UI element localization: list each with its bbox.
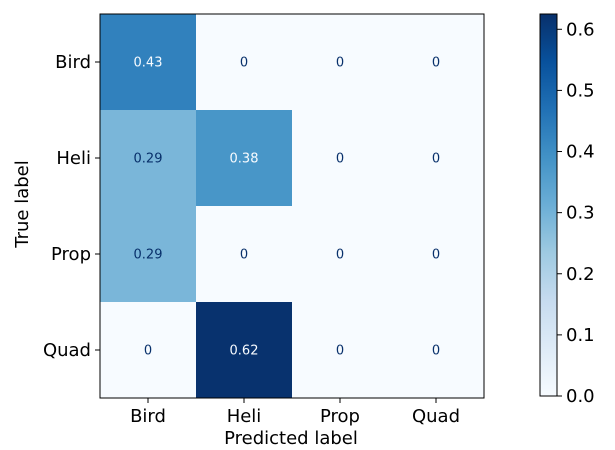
x-axis-title: Predicted label [224, 428, 358, 449]
cell-value-label: 0.38 [230, 152, 259, 167]
y-tick-label: Bird [55, 52, 91, 73]
colorbar-tick-label: 0.6 [566, 19, 595, 40]
matrix-cell [100, 110, 196, 206]
matrix-cell [100, 302, 196, 398]
y-tick-label: Quad [43, 340, 91, 361]
cell-value-label: 0 [432, 152, 440, 167]
matrix-cell [196, 14, 292, 110]
matrix-cell [100, 14, 196, 110]
cell-value-label: 0 [432, 248, 440, 263]
matrix-cell [388, 14, 484, 110]
x-tick-label: Bird [130, 406, 166, 427]
cell-value-label: 0 [432, 344, 440, 359]
matrix-cell [388, 302, 484, 398]
cell-annotations: 0.43 0 0 0 0.29 0.38 0 0 0.29 0 0 0 0 0.62 0 0 [134, 56, 441, 359]
y-tick-label: Prop [51, 244, 91, 265]
cell-value-label: 0.62 [230, 344, 259, 359]
cell-value-label: 0 [336, 344, 344, 359]
colorbar-tick-label: 0.3 [566, 203, 595, 224]
matrix-cell [292, 206, 388, 302]
matrix-cell [100, 206, 196, 302]
matrix-cell [388, 110, 484, 206]
colorbar-gradient [539, 13, 558, 397]
colorbar-tick-label: 0.4 [566, 142, 595, 163]
cell-value-label: 0.29 [134, 248, 163, 263]
matrix-axes: Bird Heli Prop Quad Bird Heli Prop Quad [43, 13, 485, 427]
cell-value-label: 0 [432, 56, 440, 71]
matrix-cell [292, 110, 388, 206]
colorbar-tick-label: 0.0 [566, 386, 595, 407]
matrix-cell [196, 206, 292, 302]
cell-value-label: 0 [240, 56, 248, 71]
y-axis-title: True label [12, 160, 33, 249]
matrix-cell [292, 302, 388, 398]
matrix-cell [196, 302, 292, 398]
cell-value-label: 0 [240, 248, 248, 263]
colorbar-tick-label: 0.2 [566, 264, 595, 285]
cell-value-label: 0 [336, 152, 344, 167]
matrix-cell [196, 110, 292, 206]
matrix-cell [292, 14, 388, 110]
x-tick-label: Prop [320, 406, 360, 427]
colorbar: 0.0 0.1 0.2 0.3 0.4 0.5 0.6 [539, 13, 595, 407]
cell-value-label: 0.43 [134, 56, 163, 71]
matrix-cell [388, 206, 484, 302]
colorbar-tick-label: 0.1 [566, 325, 595, 346]
matrix-cells [100, 14, 484, 398]
y-tick-label: Heli [56, 148, 91, 169]
cell-value-label: 0 [144, 344, 152, 359]
cell-value-label: 0 [336, 56, 344, 71]
cell-value-label: 0 [336, 248, 344, 263]
x-tick-label: Quad [412, 406, 460, 427]
x-tick-label: Heli [227, 406, 262, 427]
plot-frame [99, 13, 485, 399]
colorbar-tick-label: 0.5 [566, 80, 595, 101]
cell-value-label: 0.29 [134, 152, 163, 167]
